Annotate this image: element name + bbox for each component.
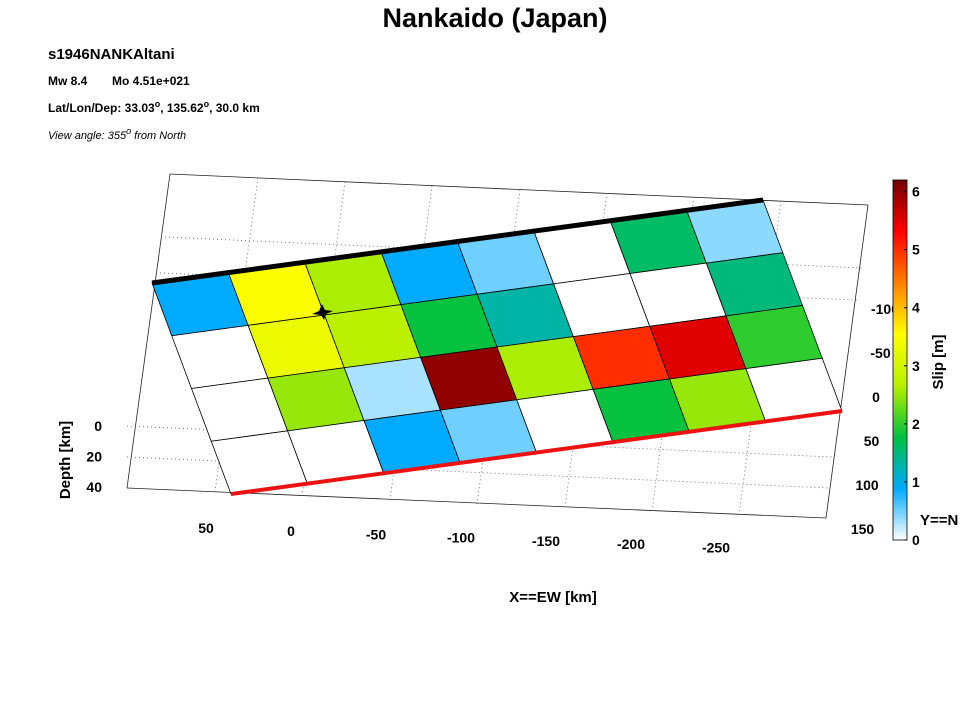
moment: Mo 4.51e+021 [112, 74, 190, 88]
z-tick-label: 40 [86, 479, 102, 495]
colorbar-label: Slip [m] [930, 334, 947, 389]
x-axis-label: X==EW [km] [509, 589, 597, 606]
x-tick-label: -250 [702, 539, 730, 555]
x-tick-label: -200 [617, 536, 645, 552]
x-tick-label: 50 [198, 520, 214, 536]
magnitude: Mw 8.4 [48, 74, 88, 88]
colorbar-tick-label: 2 [912, 416, 920, 432]
fault-top-edge [151, 197, 764, 286]
z-tick-label: 0 [94, 418, 102, 434]
colorbar-tick-label: 6 [912, 184, 920, 200]
y-tick-label: -50 [870, 345, 890, 361]
y-tick-label: 50 [864, 433, 880, 449]
y-axis-label: Y==N [920, 512, 958, 529]
colorbar-tick-label: 3 [912, 358, 920, 374]
y-tick-label: -100 [871, 301, 899, 317]
y-tick-label: 100 [855, 477, 879, 493]
chart-title: Nankaido (Japan) [382, 3, 607, 33]
text-part: , 30.0 km [209, 101, 260, 115]
x-tick-label: -100 [447, 530, 475, 546]
x-tick-label: -150 [532, 533, 560, 549]
text-part: from North [131, 130, 186, 142]
text-part: View angle: 355 [48, 130, 127, 142]
y-tick-label: 0 [872, 389, 880, 405]
text-part: o [126, 126, 131, 136]
x-tick-label: 0 [287, 523, 295, 539]
text-part: Lat/Lon/Dep: 33.03 [48, 101, 155, 115]
colorbar [892, 179, 908, 541]
z-tick-label: 20 [86, 449, 102, 465]
colorbar-tick-label: 4 [912, 300, 920, 316]
text-part: o [155, 99, 161, 109]
x-tick-label: -50 [366, 526, 386, 542]
location: Lat/Lon/Dep: 33.03o, 135.62o, 30.0 km [48, 99, 260, 115]
text-part: o [204, 99, 210, 109]
text-part: , 135.62 [160, 101, 204, 115]
colorbar-tick-label: 1 [912, 474, 920, 490]
fault-bottom-edge [230, 409, 843, 496]
y-tick-label: 150 [851, 521, 875, 537]
view-angle: View angle: 355o from North [48, 126, 186, 142]
z-axis-label: Depth [km] [57, 421, 74, 499]
colorbar-tick-label: 0 [912, 532, 920, 548]
epicenter [312, 304, 333, 320]
event-name: s1946NANKAltani [48, 46, 175, 63]
colorbar-tick-label: 5 [912, 242, 920, 258]
